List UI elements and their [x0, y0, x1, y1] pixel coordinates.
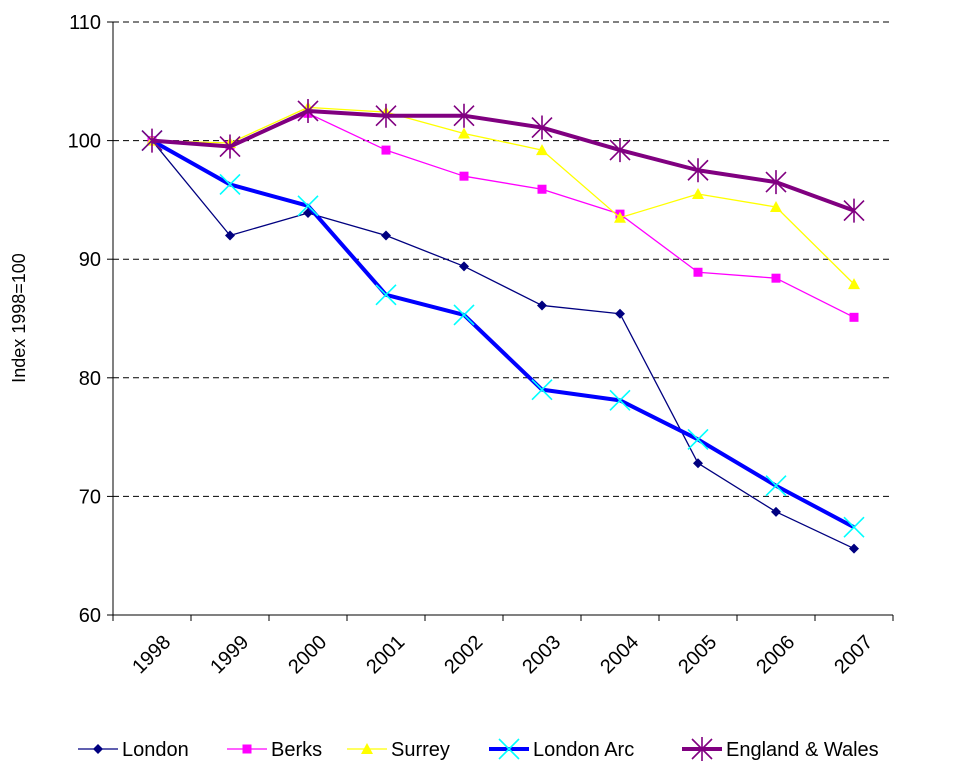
- data-point-marker: [772, 274, 781, 283]
- axes: [107, 22, 893, 621]
- y-tick-label: 80: [79, 368, 101, 390]
- x-tick-label: 2005: [674, 631, 721, 678]
- data-point-marker: [844, 517, 864, 537]
- series-line: [152, 111, 854, 211]
- data-point-marker: [382, 146, 391, 155]
- x-tick-label: 2003: [518, 631, 565, 678]
- data-point-marker: [381, 230, 391, 240]
- legend-item: London Arc: [489, 739, 634, 761]
- y-tick-label: 90: [79, 249, 101, 271]
- y-tick-labels: 60 70 80 90 100 110: [68, 12, 101, 627]
- legend-item: London: [78, 739, 189, 761]
- legend-label: Berks: [271, 739, 322, 761]
- y-axis-label: Index 1998=100: [9, 253, 29, 383]
- data-point-marker: [692, 188, 704, 199]
- data-point-marker: [771, 507, 781, 517]
- y-tick-label: 100: [68, 131, 101, 153]
- series-london: [147, 136, 859, 554]
- series-surrey: [146, 101, 860, 289]
- data-point-marker: [849, 544, 859, 554]
- data-point-marker: [844, 199, 864, 223]
- data-point-marker: [459, 261, 469, 271]
- x-tick-label: 1998: [128, 631, 175, 678]
- data-point-marker: [693, 458, 703, 468]
- data-point-marker: [694, 268, 703, 277]
- data-point-marker: [93, 744, 103, 754]
- x-tick-label: 2004: [596, 631, 643, 678]
- x-tick-label: 2006: [752, 631, 799, 678]
- y-tick-label: 60: [79, 605, 101, 627]
- series-group: [142, 99, 864, 554]
- legend: London Berks Surrey London Arc England & Wal…: [78, 737, 879, 761]
- data-point-marker: [850, 313, 859, 322]
- legend-item: Berks: [227, 739, 322, 761]
- legend-item: Surrey: [347, 739, 450, 761]
- x-tick-label: 1999: [206, 631, 253, 678]
- series-london-arc: [142, 131, 864, 538]
- data-point-marker: [460, 172, 469, 181]
- x-tick-label: 2007: [830, 631, 877, 678]
- x-tick-label: 2001: [362, 631, 409, 678]
- x-tick-label: 2002: [440, 631, 487, 678]
- legend-item: England & Wales: [682, 737, 879, 761]
- data-point-marker: [538, 185, 547, 194]
- y-tick-label: 110: [69, 12, 101, 34]
- data-point-marker: [766, 476, 786, 496]
- data-point-marker: [615, 309, 625, 319]
- legend-label: London Arc: [533, 739, 634, 761]
- data-point-marker: [688, 429, 708, 449]
- series-line: [152, 113, 854, 317]
- x-tick-label: 2000: [284, 631, 331, 678]
- data-point-marker: [537, 300, 547, 310]
- y-tick-label: 70: [79, 486, 101, 508]
- x-tick-labels: 1998 1999 2000 2001 2002 2003 2004 2005 2006 2007: [128, 631, 877, 678]
- gridlines: [113, 22, 893, 496]
- series-line: [152, 141, 854, 528]
- data-point-marker: [243, 745, 252, 754]
- legend-label: Surrey: [391, 739, 450, 761]
- legend-label: England & Wales: [726, 739, 879, 761]
- legend-label: London: [122, 739, 189, 761]
